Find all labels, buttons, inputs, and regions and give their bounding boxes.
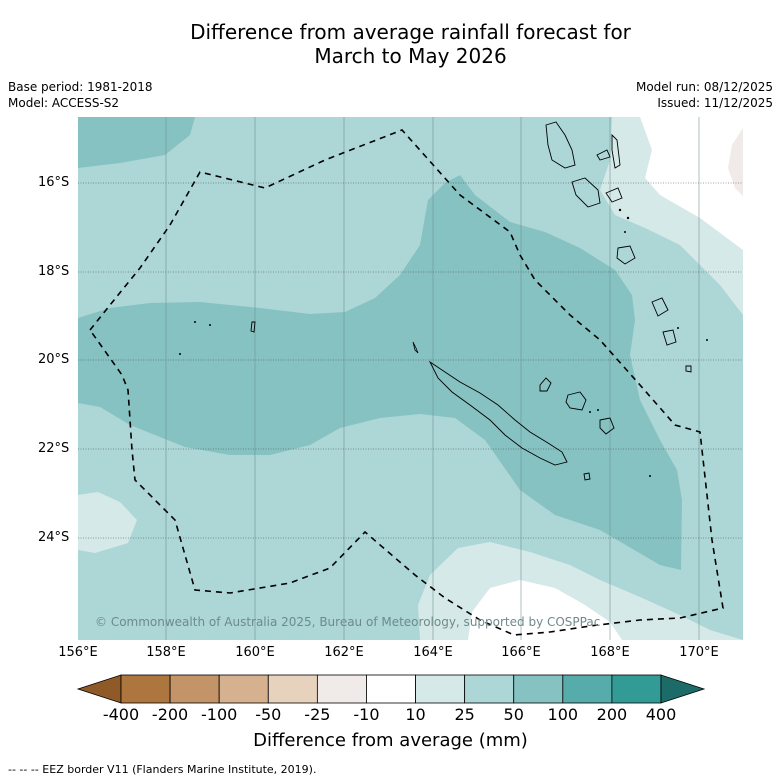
- colorbar-swatch: [218, 674, 269, 704]
- lat-label-16s: 16°S: [38, 175, 70, 190]
- lon-label-158e: 158°E: [146, 645, 186, 660]
- lat-label-20s: 20°S: [38, 352, 70, 367]
- maewo-coastline: [596, 149, 611, 161]
- issued-date: Issued: 11/12/2025: [657, 96, 773, 110]
- tanna-coastline: [662, 329, 677, 346]
- model-run-date: Model run: 08/12/2025: [635, 80, 773, 94]
- lifou-coastline: [565, 391, 587, 411]
- isle-of-pines-coastline: [583, 472, 591, 481]
- lon-label-160e: 160°E: [235, 645, 275, 660]
- lon-label-162e: 162°E: [324, 645, 364, 660]
- region-10-25-southwest: [78, 492, 137, 553]
- malekula-coastline: [571, 177, 601, 208]
- colorbar-tick-label: 200: [596, 705, 628, 724]
- colorbar: [76, 674, 706, 704]
- colorbar-tick-label: 10: [405, 705, 426, 724]
- colorbar-tick-label: 25: [454, 705, 475, 724]
- lat-label-22s: 22°S: [38, 441, 70, 456]
- colorbar-title: Difference from average (mm): [253, 730, 528, 751]
- colorbar-tick-label: -50: [255, 705, 282, 724]
- longitude-gridlines: [165, 117, 700, 640]
- colorbar-swatch: [169, 674, 220, 704]
- chesterfield-islands-coastline: [250, 321, 256, 333]
- colorbar-extend-high: [660, 674, 706, 704]
- colorbar-swatch: [120, 674, 171, 704]
- eez-legend-note: -- -- -- EEZ border V11 (Flanders Marine…: [8, 763, 317, 776]
- lon-label-164e: 164°E: [413, 645, 453, 660]
- colorbar-tick-label: -200: [151, 705, 189, 724]
- lon-label-166e: 166°E: [501, 645, 541, 660]
- colorbar-swatch: [562, 674, 613, 704]
- colorbar-swatch: [267, 674, 318, 704]
- small-islets: [179, 208, 708, 477]
- lat-label-24s: 24°S: [38, 530, 70, 545]
- eez-border: [88, 129, 724, 636]
- region-minus10-minus25-northeast: [728, 128, 743, 196]
- colorbar-tick-label: 50: [503, 705, 524, 724]
- colorbar-tick-label: -25: [304, 705, 331, 724]
- colorbar-swatch: [513, 674, 564, 704]
- espiritu-santo-coastline: [545, 121, 576, 169]
- colorbar-tick-label: 100: [547, 705, 579, 724]
- region-neutral-south: [468, 580, 622, 640]
- model-info: Base period: 1981-2018 Model: ACCESS-S2: [8, 79, 153, 111]
- run-info: Model run: 08/12/2025 Issued: 11/12/2025: [636, 79, 773, 111]
- colorbar-tick-label: -10: [353, 705, 380, 724]
- lon-label-168e: 168°E: [590, 645, 630, 660]
- lon-label-170e: 170°E: [679, 645, 719, 660]
- model-name: Model: ACCESS-S2: [8, 96, 120, 110]
- mare-coastline: [599, 417, 615, 435]
- title-line-2: March to May 2026: [314, 44, 507, 68]
- new-caledonia-coastline: [428, 360, 568, 466]
- colorbar-tick-label: 400: [645, 705, 677, 724]
- latitude-gridlines: [78, 182, 743, 539]
- colorbar-tick-label: -400: [102, 705, 140, 724]
- belep-islands-coastline: [412, 341, 419, 354]
- region-neutral-northeast: [640, 117, 743, 250]
- base-period: Base period: 1981-2018: [8, 80, 153, 94]
- efate-coastline: [616, 245, 636, 265]
- colorbar-extend-low: [76, 674, 122, 704]
- lon-label-156e: 156°E: [58, 645, 98, 660]
- pentecost-coastline: [611, 133, 621, 169]
- colorbar-swatch: [316, 674, 367, 704]
- copyright-notice: © Commonwealth of Australia 2025, Bureau…: [95, 615, 600, 629]
- colorbar-swatch: [464, 674, 515, 704]
- aneityum-coastline: [685, 365, 692, 373]
- colorbar-swatch: [366, 674, 416, 704]
- erromango-coastline: [651, 297, 669, 317]
- colorbar-swatch: [611, 674, 662, 704]
- ambrym-coastline: [605, 187, 623, 203]
- rainfall-anomaly-field: [78, 117, 743, 640]
- colorbar-tick-label: -100: [201, 705, 238, 724]
- ouvea-coastline: [539, 377, 552, 392]
- title-line-1: Difference from average rainfall forecas…: [190, 20, 631, 44]
- region-50-100-central: [78, 175, 682, 570]
- map-title: Difference from average rainfall forecas…: [0, 20, 781, 68]
- colorbar-swatch: [415, 674, 466, 704]
- lat-label-18s: 18°S: [38, 264, 70, 279]
